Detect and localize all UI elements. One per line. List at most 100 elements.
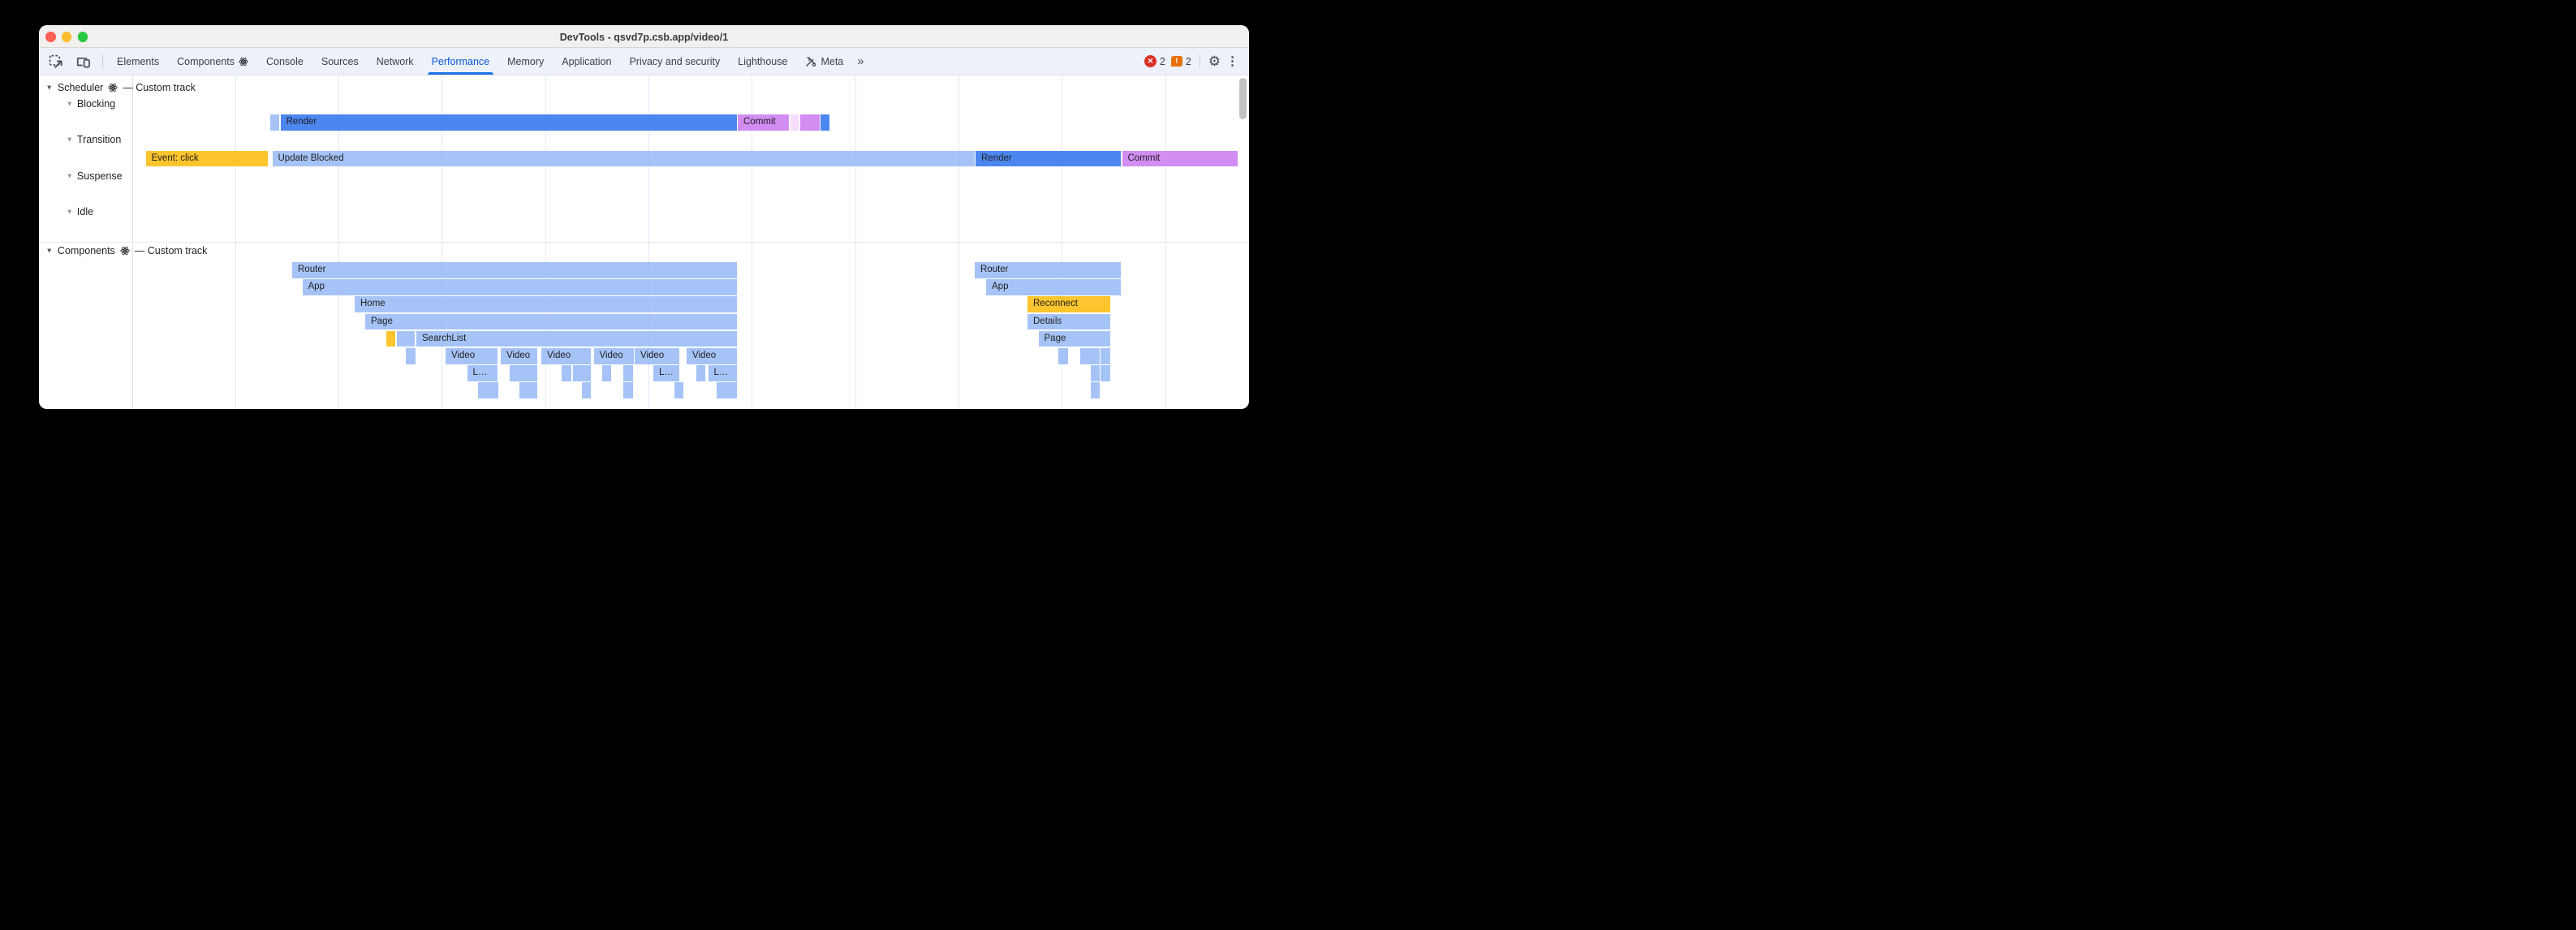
flame-bar-video[interactable]: Video xyxy=(446,348,498,364)
flame-bar[interactable] xyxy=(510,365,519,381)
flame-bar-app[interactable]: App xyxy=(302,279,737,295)
flame-bar-l[interactable]: L… xyxy=(467,365,498,381)
flame-bar-page[interactable]: Page xyxy=(365,313,737,330)
tab-performance[interactable]: Performance xyxy=(423,48,499,75)
flame-bar[interactable] xyxy=(396,330,415,347)
flame-bar-video[interactable]: Video xyxy=(541,348,591,364)
toolbar-right-controls: ✕ 2 ! 2 ⚙ ⋮ xyxy=(1144,54,1249,68)
tab-memory[interactable]: Memory xyxy=(498,48,553,75)
flame-bar-video[interactable]: Video xyxy=(687,348,737,364)
tab-console[interactable]: Console xyxy=(257,48,312,75)
flame-bar-commit[interactable]: Commit xyxy=(738,114,789,131)
lane-label-transition[interactable]: ▼ Transition xyxy=(67,134,122,145)
panel-tabs: Elements Components Console Sources Network… xyxy=(108,48,852,75)
flame-bar[interactable] xyxy=(821,114,829,131)
lane-label-blocking[interactable]: ▼ Blocking xyxy=(67,98,116,110)
flame-bar[interactable] xyxy=(406,348,416,364)
flame-bar[interactable] xyxy=(1090,365,1100,381)
flame-bar-video[interactable]: Video xyxy=(501,348,537,364)
tab-label: Console xyxy=(265,55,304,67)
flame-bar[interactable] xyxy=(623,365,633,381)
flame-bar-render[interactable]: Render xyxy=(280,114,737,131)
flame-bar[interactable] xyxy=(623,382,633,398)
flame-bar[interactable] xyxy=(790,114,799,131)
flame-bar-details[interactable]: Details xyxy=(1027,313,1110,330)
flame-bar[interactable] xyxy=(1090,382,1100,398)
flame-bar[interactable] xyxy=(799,114,820,131)
vertical-scrollbar[interactable] xyxy=(1239,78,1247,119)
tab-network[interactable]: Network xyxy=(368,48,423,75)
warning-count: 2 xyxy=(1185,55,1191,67)
collapse-triangle-icon: ▼ xyxy=(66,207,73,216)
track-name: Scheduler xyxy=(57,82,104,93)
tab-lighthouse[interactable]: Lighthouse xyxy=(729,48,796,75)
flame-bar[interactable] xyxy=(386,330,395,347)
flame-bar[interactable] xyxy=(581,382,591,398)
flame-bar-render[interactable]: Render xyxy=(976,150,1121,166)
react-atom-icon xyxy=(120,246,130,255)
flame-bar-searchlist[interactable]: SearchList xyxy=(416,330,737,347)
flame-bar[interactable] xyxy=(561,365,571,381)
flame-bar-router[interactable]: Router xyxy=(975,262,1121,278)
flame-bar-l[interactable]: L… xyxy=(708,365,737,381)
settings-gear-icon[interactable]: ⚙ xyxy=(1208,54,1221,69)
more-options-icon[interactable]: ⋮ xyxy=(1226,54,1238,68)
tab-label: Application xyxy=(562,55,612,67)
inspect-element-icon[interactable] xyxy=(48,54,64,70)
lane-label-suspense[interactable]: ▼ Suspense xyxy=(67,170,123,182)
titlebar[interactable]: DevTools - qsvd7p.csb.app/video/1 xyxy=(39,25,1249,48)
device-toolbar-icon[interactable] xyxy=(75,54,92,70)
tab-label: Memory xyxy=(507,55,545,67)
flame-bar-video[interactable]: Video xyxy=(593,348,634,364)
tab-privacy-and-security[interactable]: Privacy and security xyxy=(620,48,729,75)
flame-bar[interactable] xyxy=(601,365,611,381)
flame-bar-update-blocked[interactable]: Update Blocked xyxy=(272,150,975,166)
tab-elements[interactable]: Elements xyxy=(108,48,168,75)
flame-bar[interactable] xyxy=(519,365,537,381)
flame-bar[interactable] xyxy=(519,382,537,398)
flame-bar[interactable] xyxy=(1080,348,1100,364)
minimize-window-button[interactable] xyxy=(61,32,71,42)
tab-label: Privacy and security xyxy=(629,55,721,67)
flame-bar-l[interactable]: L… xyxy=(653,365,679,381)
track-header-components[interactable]: ▼ Components — Custom track xyxy=(46,245,208,256)
tools-icon xyxy=(806,56,816,67)
lane-name: Suspense xyxy=(76,170,123,182)
flame-bar[interactable] xyxy=(1100,365,1110,381)
flame-bar[interactable] xyxy=(478,382,498,398)
flame-bar[interactable] xyxy=(674,382,683,398)
flame-bar-app[interactable]: App xyxy=(986,279,1121,295)
flame-bar[interactable] xyxy=(717,382,737,398)
flame-bar-home[interactable]: Home xyxy=(355,296,737,312)
track-suffix: — Custom track xyxy=(134,244,208,256)
error-badge[interactable]: ✕ 2 xyxy=(1144,55,1165,67)
flame-bar[interactable] xyxy=(572,365,591,381)
lane-name: Idle xyxy=(76,206,94,217)
zoom-window-button[interactable] xyxy=(77,32,88,42)
flame-bar[interactable] xyxy=(1100,348,1110,364)
tab-meta[interactable]: Meta xyxy=(796,48,852,75)
tab-label: Meta xyxy=(821,55,844,67)
error-icon: ✕ xyxy=(1144,55,1157,67)
warning-badge[interactable]: ! 2 xyxy=(1170,55,1191,67)
flame-bar-commit[interactable]: Commit xyxy=(1122,150,1238,166)
flame-bar[interactable] xyxy=(696,365,705,381)
track-name: Components xyxy=(57,244,115,256)
flame-bar-router[interactable]: Router xyxy=(292,262,737,278)
flame-bar-video[interactable]: Video xyxy=(635,348,679,364)
tab-label: Performance xyxy=(431,55,490,67)
flame-bar-reconnect[interactable]: Reconnect xyxy=(1027,296,1110,312)
more-tabs-icon[interactable]: » xyxy=(857,54,864,68)
window-title: DevTools - qsvd7p.csb.app/video/1 xyxy=(559,32,729,43)
flame-bar[interactable] xyxy=(270,114,279,131)
tab-label: Components xyxy=(177,55,235,67)
close-window-button[interactable] xyxy=(45,32,56,42)
tab-components[interactable]: Components xyxy=(168,48,257,75)
tab-sources[interactable]: Sources xyxy=(312,48,368,75)
lane-label-idle[interactable]: ▼ Idle xyxy=(67,206,94,217)
track-header-scheduler[interactable]: ▼ Scheduler — Custom track xyxy=(46,82,196,93)
flame-bar[interactable] xyxy=(1058,348,1068,364)
flame-bar-event-click[interactable]: Event: click xyxy=(145,150,268,166)
tab-application[interactable]: Application xyxy=(553,48,620,75)
flame-bar-page[interactable]: Page xyxy=(1038,330,1110,347)
